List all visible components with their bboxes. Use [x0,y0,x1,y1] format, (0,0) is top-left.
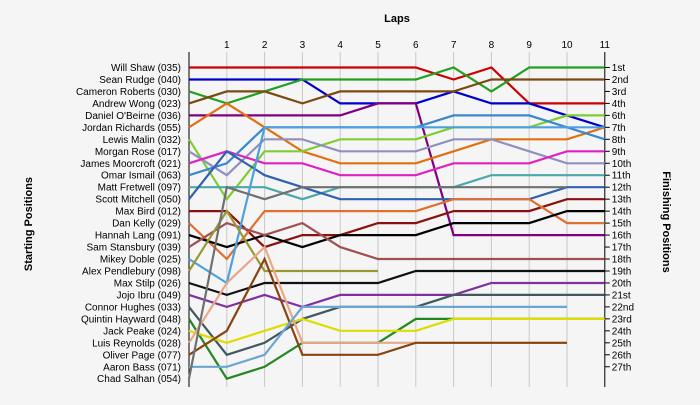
finishing-position-label: 16th [612,231,631,242]
starting-position-label: Scott Mitchell (050) [95,195,181,206]
lap-tick-2: 2 [262,40,268,51]
starting-position-label: Morgan Rose (017) [95,147,181,158]
finishing-position-label: 10th [612,159,631,170]
finishing-position-label: 15th [612,219,631,230]
starting-position-labels: Will Shaw (035)Sean Rudge (040)Cameron R… [76,63,181,385]
series-line-1 [189,66,605,105]
finishing-position-label: 25th [612,338,631,349]
starting-position-label: Aaron Bass (071) [103,362,181,373]
starting-position-label: Max Bird (012) [115,207,181,218]
starting-position-label: Connor Hughes (033) [85,302,181,313]
series-line-19 [188,269,605,297]
finishing-position-label: 14th [612,207,631,218]
lap-tick-7: 7 [451,40,457,51]
series-line-3 [188,66,605,105]
series-line-9 [188,150,605,177]
starting-position-label: Daniel O'Beirne (036) [85,111,181,122]
starting-position-label: Jojo Ibru (049) [117,290,181,301]
finishing-position-label: 27th [612,362,631,373]
finishing-position-label: 22nd [612,302,634,313]
finishing-position-label: 7th [612,123,626,134]
lap-tick-3: 3 [300,40,306,51]
finishing-position-label: 6th [612,111,626,122]
lap-gridlines [226,52,568,387]
finishing-position-label: 24th [612,326,631,337]
starting-position-label: Luis Reynolds (028) [92,338,181,349]
lap-tick-6: 6 [413,40,419,51]
series-line-16 [188,221,605,261]
series-line-17 [188,126,605,285]
finishing-position-label: 3rd [612,87,626,98]
finishing-position-label: 23rd [612,314,632,325]
starting-position-label: Dan Kelly (029) [112,219,181,230]
finishing-position-label: 19th [612,266,631,277]
lap-tick-11: 11 [600,40,611,51]
y-axis-title-left: Starting Positions [23,177,35,271]
starting-position-label: Omar Ismail (063) [101,171,181,182]
starting-position-label: Jordan Richards (055) [82,123,181,134]
finishing-position-label: 21st [612,290,631,301]
series-line-20 [188,281,605,309]
starting-position-label: Mikey Doble (025) [100,255,181,266]
finishing-position-label: 4th [612,99,626,110]
finishing-position-label: 11th [612,171,631,182]
starting-position-label: Oliver Page (077) [103,350,181,361]
series-line-15 [188,210,605,249]
driver-series [187,66,606,381]
y-axis-title-right: Finishing Positions [660,171,672,272]
finishing-position-label: 17th [612,243,631,254]
starting-position-label: James Moorcroft (021) [80,159,181,170]
series-line-12 [188,149,605,201]
starting-position-label: Will Shaw (035) [111,63,181,74]
lap-tick-9: 9 [526,40,532,51]
finishing-position-label: 2nd [612,75,629,86]
lap-tick-5: 5 [375,40,381,51]
series-line-7 [188,114,605,202]
series-line-8 [188,138,605,177]
series-line-6 [188,102,606,165]
lap-tick-labels: 1 2 3 4 5 6 7 8 9 10 11 [224,40,610,51]
starting-position-label: Sam Stansbury (039) [87,243,182,254]
starting-position-label: Lewis Malin (032) [103,135,181,146]
finishing-position-label: 20th [612,278,631,289]
starting-position-label: Alex Pendlebury (098) [82,266,181,277]
series-line-14 [188,198,605,261]
series-line-23 [188,317,605,344]
lap-tick-8: 8 [489,40,495,51]
series-line-26 [189,305,567,368]
starting-position-label: Hannah Lang (091) [95,231,181,242]
series-line-4 [188,78,605,105]
series-line-27 [187,185,567,379]
finishing-position-label: 8th [612,135,626,146]
finishing-position-label: 13th [612,195,631,206]
series-line-13 [189,198,605,249]
x-axis-title: Laps [384,13,410,25]
finishing-position-labels: 1st2nd3rd4th6th7th8th9th10th11th12th13th… [604,63,634,373]
starting-position-label: Quintin Hayward (048) [81,314,181,325]
finishing-position-label: 26th [612,350,631,361]
finishing-position-label: 18th [612,255,631,266]
series-line-5 [189,102,605,237]
starting-position-label: Max Stilp (026) [114,278,181,289]
lap-tick-1: 1 [224,40,230,51]
finishing-position-label: 1st [612,63,626,74]
starting-position-label: Chad Salhan (054) [97,374,181,385]
starting-position-label: Cameron Roberts (030) [76,87,181,98]
finishing-position-label: 9th [612,147,626,158]
lap-tick-4: 4 [337,40,343,51]
starting-position-label: Andrew Wong (023) [92,99,181,110]
finishing-position-label: 12th [612,183,631,194]
series-line-25 [188,256,567,356]
starting-position-label: Sean Rudge (040) [99,75,181,86]
lap-tick-10: 10 [561,40,573,51]
starting-position-label: Jack Peake (024) [103,326,181,337]
starting-position-label: Matt Fretwell (097) [98,183,181,194]
